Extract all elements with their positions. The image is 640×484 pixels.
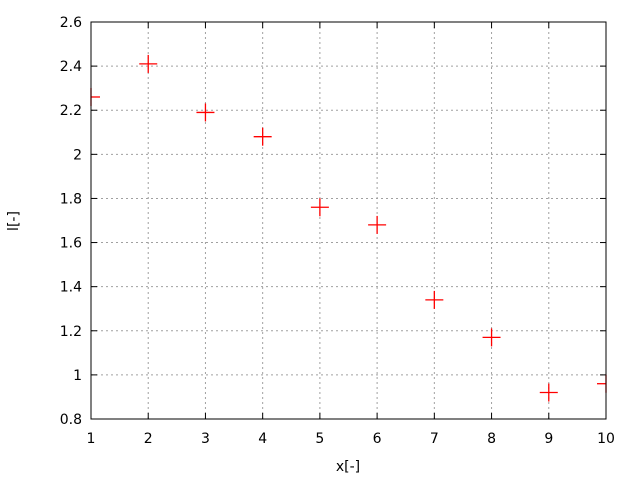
x-tick-label: 10 xyxy=(597,431,615,447)
y-tick-label: 1 xyxy=(73,368,82,384)
data-point xyxy=(368,215,387,234)
x-tick-label: 2 xyxy=(144,431,153,447)
y-tick-label: 1.2 xyxy=(60,324,82,340)
axis-ticks: 1 2 3 4 5 6 7 8 9 10 0.8 1 1.2 1.4 1.6 1.8 2 2.2 2.4 2.6 xyxy=(60,15,615,447)
data-point xyxy=(253,127,272,146)
x-axis-label: x[-] xyxy=(336,459,360,475)
y-tick-label: 2.6 xyxy=(60,15,82,31)
data-point xyxy=(196,103,215,122)
plot-border xyxy=(90,21,607,420)
x-tick-label: 4 xyxy=(258,431,267,447)
y-tick-label: 1.4 xyxy=(60,280,82,296)
data-point xyxy=(539,383,558,402)
y-tick-label: 1.8 xyxy=(60,191,82,207)
data-point xyxy=(90,87,100,106)
x-tick-label: 1 xyxy=(87,431,96,447)
y-axis-label: l[-] xyxy=(6,211,22,231)
y-tick-label: 1.6 xyxy=(60,236,82,252)
data-point xyxy=(425,290,444,309)
grid xyxy=(91,22,606,419)
y-tick-label: 2 xyxy=(73,147,82,163)
data-points xyxy=(90,54,607,402)
x-tick-label: 7 xyxy=(430,431,439,447)
x-tick-label: 9 xyxy=(544,431,553,447)
y-tick-label: 2.4 xyxy=(60,59,82,75)
x-tick-label: 8 xyxy=(487,431,496,447)
data-point xyxy=(310,198,329,217)
y-tick-label: 2.2 xyxy=(60,103,82,119)
data-point xyxy=(139,54,158,73)
x-tick-label: 3 xyxy=(201,431,210,447)
x-tick-label: 5 xyxy=(315,431,324,447)
data-point xyxy=(597,374,607,393)
data-point xyxy=(482,328,501,347)
y-tick-label: 0.8 xyxy=(60,412,82,428)
x-tick-label: 6 xyxy=(373,431,382,447)
